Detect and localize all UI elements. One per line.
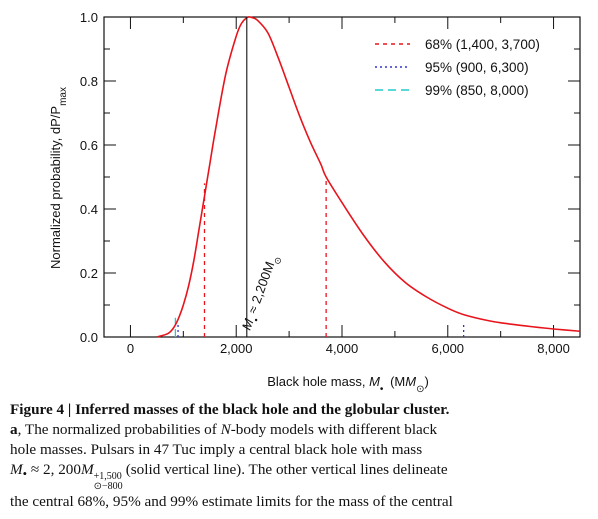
chart: 0 2,000 4,000 6,000 8,0000.00.20.40.60.81.0 … [48,10,581,395]
y-tick-label: 0.6 [80,138,98,153]
x-tick-label: 0 [127,341,134,356]
legend-label: 68% (1,400, 3,700) [425,37,540,52]
caption-line-4: the central 68%, 95% and 99% estimate li… [10,493,453,510]
legend-label: 95% (900, 6,300) [425,60,529,75]
x-tick-label: 6,000 [432,341,465,356]
figure-caption: Figure 4 | Inferred masses of the black … [10,400,590,512]
y-tick-label: 0.4 [80,202,98,217]
uncertainty-fraction: +1,500 ⊙−800 [93,471,123,492]
probability-curve-group [156,16,581,338]
x-axis-label: Black hole mass, M• (MM⊙) [267,374,429,395]
y-axis-label: Normalized probability, dP/Pmax [48,87,69,269]
interval-lines [174,177,465,337]
x-tick-label: 8,000 [537,341,570,356]
tick-labels: 0 2,000 4,000 6,000 8,000 0.0 0.2 0.4 0.6 0.8 1.0 [80,10,570,356]
y-tick-label: 1.0 [80,10,98,25]
caption-title: Figure 4 | Inferred masses of the black … [10,401,450,418]
x-tick-label: 2,000 [220,341,253,356]
peak-annotation: M• ≈ 2,200M⊙ [239,252,284,333]
legend: 68% (1,400, 3,700) 95% (900, 6,300) 99% (8… [375,37,540,98]
legend-label: 99% (850, 8,000) [425,83,529,98]
caption-line-3: M• ≈ 2, 200M +1,500 ⊙−800 (solid vertical l… [10,461,448,492]
x-tick-label: 4,000 [326,341,359,356]
y-tick-label: 0.0 [80,330,98,345]
caption-line-1: a, The normalized probabilities of N-bod… [10,421,438,438]
y-tick-label: 0.8 [80,74,98,89]
probability-curve [156,16,581,338]
caption-line-2: hole masses. Pulsars in 47 Tuc imply a c… [10,441,423,458]
axis-ticks [104,16,580,338]
y-tick-label: 0.2 [80,266,98,281]
